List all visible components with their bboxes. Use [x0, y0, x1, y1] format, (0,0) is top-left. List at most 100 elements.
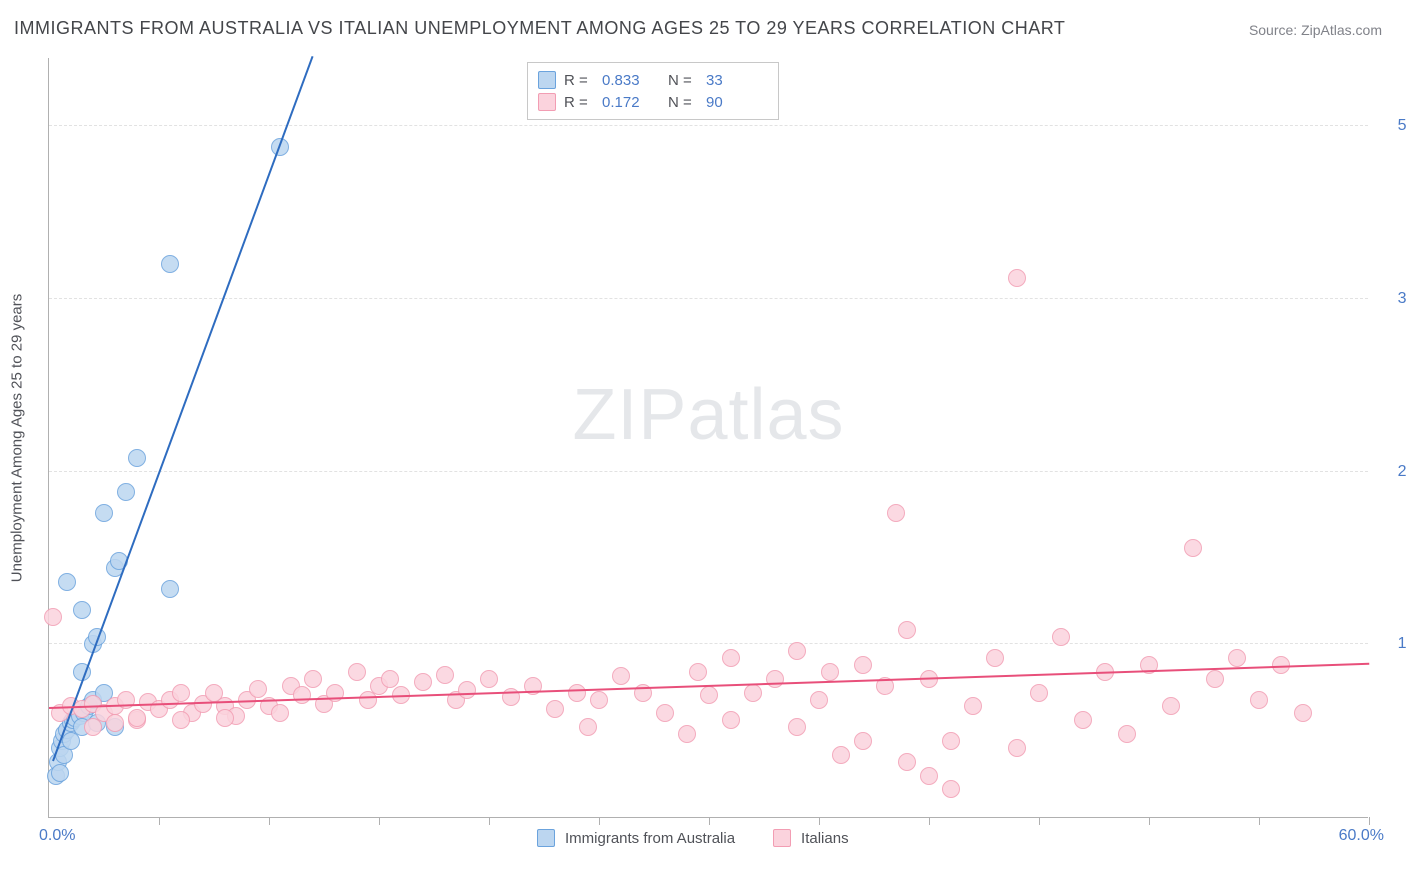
scatter-point — [832, 746, 850, 764]
chart-title: IMMIGRANTS FROM AUSTRALIA VS ITALIAN UNE… — [14, 18, 1065, 39]
x-tick — [1259, 817, 1260, 825]
scatter-point — [1228, 649, 1246, 667]
scatter-point — [722, 649, 740, 667]
y-tick-label: 50.0% — [1375, 117, 1406, 135]
scatter-point — [1250, 691, 1268, 709]
scatter-point — [1008, 269, 1026, 287]
scatter-point — [44, 608, 62, 626]
x-tick — [379, 817, 380, 825]
scatter-point — [293, 686, 311, 704]
legend-stats-row: R =0.172N =90 — [538, 91, 764, 113]
x-axis-max-label: 60.0% — [1339, 827, 1384, 845]
scatter-point — [1118, 725, 1136, 743]
scatter-point — [788, 718, 806, 736]
x-axis-origin-label: 0.0% — [39, 827, 75, 845]
r-label: R = — [564, 72, 594, 89]
scatter-point — [458, 681, 476, 699]
legend-series-label: Immigrants from Australia — [565, 830, 735, 847]
x-tick — [1039, 817, 1040, 825]
x-tick — [159, 817, 160, 825]
scatter-point — [854, 656, 872, 674]
scatter-point — [579, 718, 597, 736]
n-label: N = — [668, 72, 698, 89]
scatter-point — [612, 667, 630, 685]
legend-swatch — [537, 829, 555, 847]
scatter-point — [854, 732, 872, 750]
scatter-point — [1162, 697, 1180, 715]
legend-swatch — [773, 829, 791, 847]
x-tick — [1369, 817, 1370, 825]
legend-stats-row: R =0.833N =33 — [538, 69, 764, 91]
scatter-point — [58, 573, 76, 591]
scatter-point — [689, 663, 707, 681]
r-label: R = — [564, 94, 594, 111]
scatter-point — [480, 670, 498, 688]
scatter-point — [172, 684, 190, 702]
legend-series-label: Italians — [801, 830, 849, 847]
legend-swatch — [538, 71, 556, 89]
source-link[interactable]: ZipAtlas.com — [1301, 22, 1382, 38]
scatter-point — [942, 780, 960, 798]
scatter-point — [51, 764, 69, 782]
trend-line — [52, 56, 313, 761]
gridline-horizontal — [49, 298, 1368, 299]
scatter-point — [678, 725, 696, 743]
scatter-point — [568, 684, 586, 702]
scatter-point — [700, 686, 718, 704]
scatter-point — [821, 663, 839, 681]
scatter-point — [744, 684, 762, 702]
scatter-point — [128, 709, 146, 727]
y-tick-label: 12.5% — [1375, 635, 1406, 653]
y-axis-title: Unemployment Among Ages 25 to 29 years — [9, 293, 26, 582]
gridline-horizontal — [49, 643, 1368, 644]
scatter-point — [920, 767, 938, 785]
scatter-point — [1294, 704, 1312, 722]
scatter-point — [887, 504, 905, 522]
source-prefix: Source: — [1249, 22, 1301, 38]
scatter-point — [216, 709, 234, 727]
scatter-point — [898, 753, 916, 771]
scatter-point — [546, 700, 564, 718]
scatter-point — [348, 663, 366, 681]
scatter-point — [128, 449, 146, 467]
x-tick — [709, 817, 710, 825]
chart-plot-area: Unemployment Among Ages 25 to 29 years Z… — [48, 58, 1368, 818]
scatter-point — [788, 642, 806, 660]
scatter-point — [1030, 684, 1048, 702]
scatter-point — [942, 732, 960, 750]
x-tick — [929, 817, 930, 825]
correlation-legend: R =0.833N =33R =0.172N =90 — [527, 62, 779, 120]
x-tick — [1149, 817, 1150, 825]
source-attribution: Source: ZipAtlas.com — [1249, 22, 1382, 38]
scatter-point — [161, 255, 179, 273]
y-tick-label: 25.0% — [1375, 463, 1406, 481]
scatter-point — [161, 580, 179, 598]
scatter-point — [964, 697, 982, 715]
scatter-point — [986, 649, 1004, 667]
scatter-point — [106, 714, 124, 732]
scatter-point — [810, 691, 828, 709]
y-tick-label: 37.5% — [1375, 290, 1406, 308]
scatter-point — [271, 704, 289, 722]
n-value: 90 — [706, 94, 764, 111]
scatter-point — [590, 691, 608, 709]
scatter-point — [1206, 670, 1224, 688]
x-tick — [269, 817, 270, 825]
scatter-point — [414, 673, 432, 691]
scatter-point — [656, 704, 674, 722]
n-label: N = — [668, 94, 698, 111]
scatter-point — [1074, 711, 1092, 729]
x-tick — [489, 817, 490, 825]
scatter-point — [1184, 539, 1202, 557]
scatter-point — [766, 670, 784, 688]
scatter-point — [84, 718, 102, 736]
x-tick — [599, 817, 600, 825]
scatter-point — [436, 666, 454, 684]
legend-swatch — [538, 93, 556, 111]
gridline-horizontal — [49, 471, 1368, 472]
x-tick — [819, 817, 820, 825]
scatter-point — [898, 621, 916, 639]
scatter-point — [249, 680, 267, 698]
watermark-atlas: atlas — [687, 375, 844, 455]
scatter-point — [172, 711, 190, 729]
